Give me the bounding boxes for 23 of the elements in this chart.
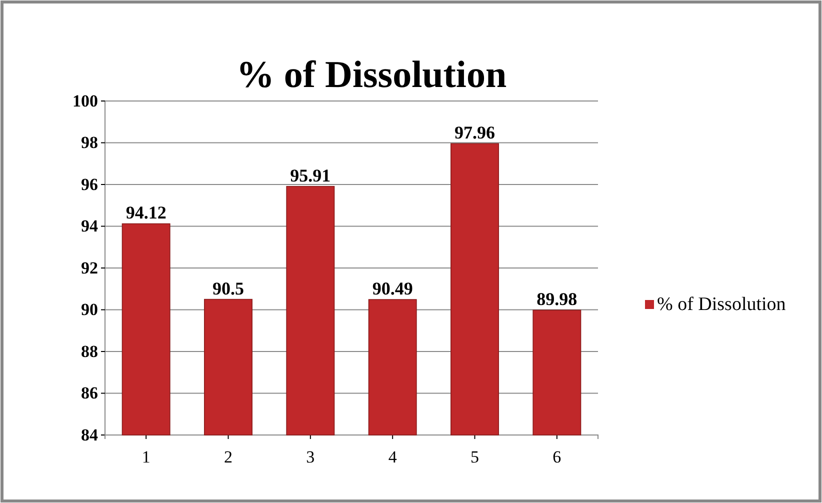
x-tick-label: 1 <box>142 447 150 466</box>
x-tick-label: 5 <box>470 447 479 466</box>
data-label: 97.96 <box>454 122 495 143</box>
y-tick-label: 100 <box>72 91 98 110</box>
chart-title: % of Dissolution <box>236 54 507 96</box>
y-tick-label: 88 <box>81 342 98 361</box>
y-tick-label: 90 <box>81 300 98 320</box>
y-tick-label: 84 <box>81 425 98 444</box>
legend-label: % of Dissolution <box>657 294 786 315</box>
data-label: 95.91 <box>290 165 331 186</box>
y-tick-label: 98 <box>81 133 98 152</box>
x-tick-label: 2 <box>224 447 232 466</box>
x-tick-label: 4 <box>388 447 398 466</box>
y-tick-label: 94 <box>81 216 98 236</box>
data-label: 90.49 <box>372 278 413 299</box>
y-tick-label: 86 <box>81 384 98 403</box>
y-tick-label: 92 <box>81 258 98 278</box>
data-label: 94.12 <box>126 202 166 223</box>
data-label: 89.98 <box>536 289 578 310</box>
x-tick-label: 3 <box>306 447 315 466</box>
x-tick-label: 6 <box>552 447 562 466</box>
data-label: 90.5 <box>212 278 244 298</box>
y-tick-label: 96 <box>81 174 98 194</box>
